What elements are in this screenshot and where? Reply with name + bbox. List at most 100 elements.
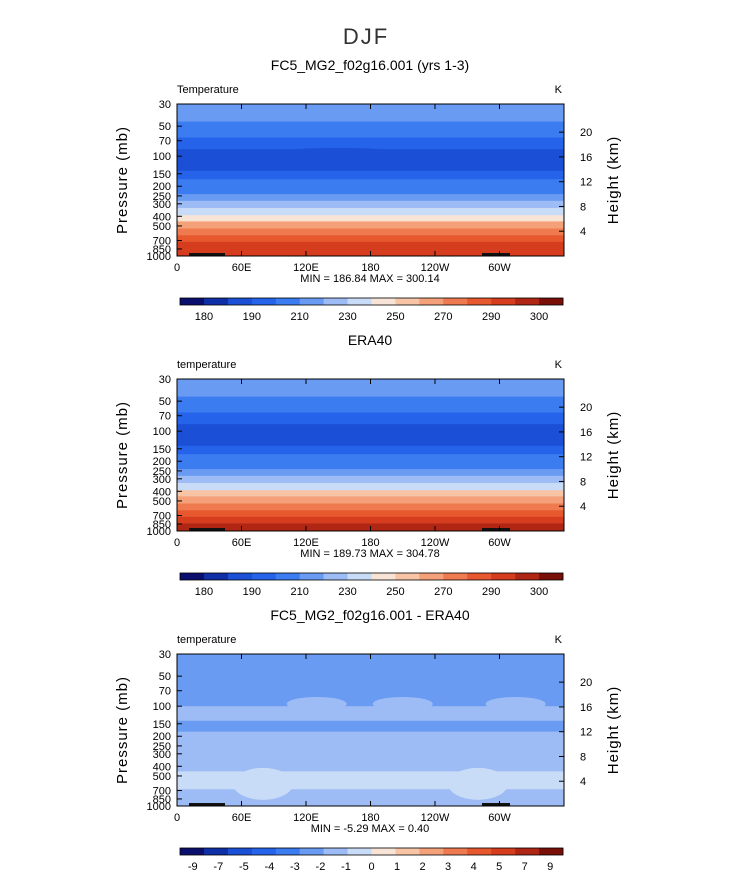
y-tick-label: 1000 — [147, 801, 171, 813]
colorbar-swatch — [180, 573, 205, 580]
colorbar-label: 180 — [195, 586, 213, 598]
colorbar-label: 250 — [386, 311, 404, 323]
colorbar-swatch — [539, 848, 564, 855]
y-axis-label: Pressure (mb) — [114, 126, 131, 234]
y-tick-label: 100 — [153, 701, 171, 713]
colorbar-label: -2 — [316, 861, 326, 872]
contour-band — [177, 121, 564, 139]
x-tick-label: 60W — [488, 812, 511, 824]
contour-band — [177, 104, 564, 123]
contour-band — [177, 215, 564, 222]
colorbar-swatch — [443, 848, 468, 855]
y-tick-label: 300 — [153, 749, 171, 761]
colorbar-label: 3 — [445, 861, 451, 872]
colorbar-swatch — [275, 573, 300, 580]
y-tick-label: 250 — [153, 466, 171, 478]
colorbar-swatch — [443, 573, 468, 580]
y2-tick-label: 8 — [580, 751, 586, 763]
contour-band — [177, 693, 564, 707]
contour-band — [177, 490, 564, 497]
y-tick-label: 50 — [159, 671, 171, 683]
stats-label: MIN = 189.73 MAX = 304.78 — [300, 548, 439, 560]
y-tick-label: 150 — [153, 169, 171, 181]
variable-label: temperature — [177, 359, 236, 371]
contour-band — [177, 742, 564, 753]
terrain-mask — [189, 803, 225, 806]
colorbar-label: 300 — [530, 311, 548, 323]
y-tick-label: 250 — [153, 191, 171, 203]
y-tick-label: 400 — [153, 761, 171, 773]
contour-band — [177, 720, 564, 733]
colorbar-label: 190 — [243, 586, 261, 598]
colorbar-swatch — [203, 848, 229, 855]
y-tick-label: 1000 — [147, 251, 171, 263]
contour-band — [177, 475, 564, 484]
colorbar-label: -1 — [341, 861, 351, 872]
colorbar-swatch — [419, 573, 444, 580]
terrain-mask — [189, 528, 225, 531]
contour-band — [177, 170, 564, 180]
contour-band — [177, 510, 564, 518]
colorbar-label: 290 — [482, 586, 500, 598]
panel-1: FC5_MG2_f02g16.001 (yrs 1-3) Temperature K… — [114, 57, 622, 323]
contour-feature — [286, 696, 347, 711]
y-tick-label: 850 — [153, 244, 171, 256]
y-tick-label: 50 — [159, 396, 171, 408]
contour-band — [177, 789, 564, 798]
colorbar-label: 270 — [434, 311, 452, 323]
x-tick-label: 0 — [174, 262, 180, 274]
y-tick-label: 150 — [153, 444, 171, 456]
contour-band — [177, 228, 564, 236]
colorbar-label: 230 — [338, 311, 356, 323]
contour-band — [177, 654, 564, 677]
colorbar-swatch — [539, 573, 564, 580]
colorbar-swatch — [275, 298, 300, 305]
contour-band — [177, 186, 564, 195]
colorbar-label: 290 — [482, 311, 500, 323]
colorbar-label: -7 — [213, 861, 223, 872]
y-tick-label: 700 — [153, 786, 171, 798]
colorbar-swatch — [227, 298, 253, 305]
colorbar-swatch — [299, 298, 324, 305]
contour-band — [177, 771, 564, 782]
y-tick-label: 500 — [153, 771, 171, 783]
contour-band — [177, 706, 564, 722]
colorbar-swatch — [467, 298, 492, 305]
y-tick-label: 400 — [153, 486, 171, 498]
y2-tick-label: 20 — [580, 127, 592, 139]
figure-title: DJF — [343, 24, 389, 49]
contour-band — [177, 454, 564, 462]
y2-tick-label: 4 — [580, 501, 586, 513]
contour-field — [177, 654, 564, 806]
colorbar-swatch — [203, 298, 229, 305]
colorbar-label: 270 — [434, 586, 452, 598]
colorbar-swatch — [491, 848, 516, 855]
variable-label: Temperature — [177, 84, 239, 96]
colorbar-label: 210 — [291, 586, 309, 598]
y-tick-label: 200 — [153, 181, 171, 193]
colorbar-swatch — [515, 848, 540, 855]
colorbar-label: 9 — [547, 861, 553, 872]
contour-field — [177, 379, 564, 531]
colorbar-swatch — [251, 848, 277, 855]
colorbar-label: -5 — [239, 861, 249, 872]
contour-band — [177, 207, 564, 216]
colorbar-swatch — [515, 298, 540, 305]
stats-label: MIN = 186.84 MAX = 300.14 — [300, 273, 439, 285]
x-tick-label: 0 — [174, 812, 180, 824]
y2-tick-label: 12 — [580, 727, 592, 739]
y-tick-label: 500 — [153, 221, 171, 233]
y2-tick-label: 20 — [580, 677, 592, 689]
contour-band — [177, 469, 564, 477]
y2-tick-label: 20 — [580, 402, 592, 414]
colorbar-swatch — [323, 573, 348, 580]
y2-tick-label: 4 — [580, 776, 586, 788]
colorbar-swatch — [180, 298, 205, 305]
colorbar-label: -4 — [264, 861, 274, 872]
contour-band — [177, 412, 564, 425]
contour-band — [177, 424, 564, 436]
colorbar-swatch — [419, 298, 444, 305]
colorbar-label: 190 — [243, 311, 261, 323]
colorbar-swatch — [491, 298, 516, 305]
colorbar-swatch — [515, 573, 540, 580]
